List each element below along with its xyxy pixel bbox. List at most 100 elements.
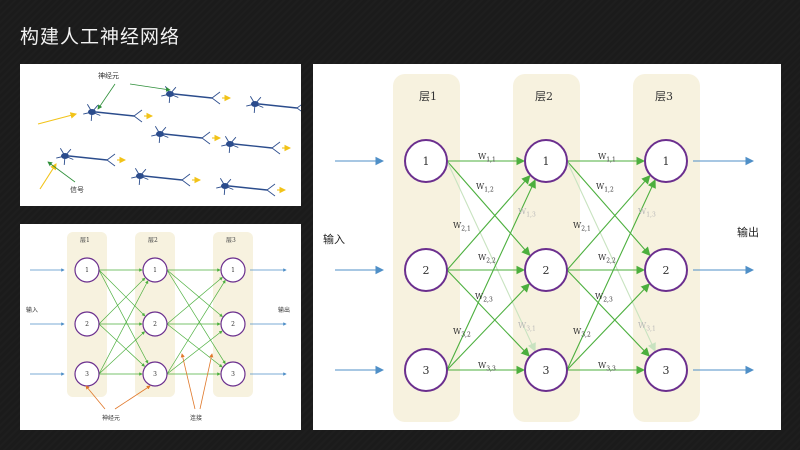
neuron-cell bbox=[131, 168, 202, 187]
large-network-diagram: 层1 层2 层3 输入 输出 W1,1 W1,2 W2,1 W2,2 W2,3 W3,2 W… bbox=[323, 74, 759, 422]
node-l1-1 bbox=[404, 139, 448, 183]
large-output-label: 输出 bbox=[737, 225, 759, 239]
connection-1-1-2 bbox=[98, 269, 146, 317]
connection-2-2-3 bbox=[566, 269, 650, 357]
small-layer-label-2: 层2 bbox=[148, 237, 158, 244]
small-layer-label-3: 层3 bbox=[226, 237, 236, 244]
node-label: 2 bbox=[85, 321, 89, 328]
axon-terminal bbox=[296, 104, 301, 109]
small-network-diagram: 层1 层2 层3 输入 输出 1 2 3 1 2 3 1 2 3 神经元 连接 bbox=[26, 232, 290, 422]
node-l1-3 bbox=[404, 348, 448, 392]
axon bbox=[95, 111, 135, 117]
connection-1-1-3 bbox=[98, 269, 149, 364]
weight-label-10: W1,1 bbox=[598, 152, 616, 164]
node-l1-1 bbox=[74, 257, 100, 283]
connection-2-3-1 bbox=[566, 179, 656, 371]
neuron-soma bbox=[221, 183, 229, 189]
weight-label-13: W2,2 bbox=[598, 253, 616, 265]
neuron-cell bbox=[216, 178, 287, 197]
large-layer-label-1: 层1 bbox=[419, 90, 437, 103]
connection-1-2-1 bbox=[98, 277, 146, 325]
neuron-soma bbox=[156, 131, 164, 137]
connection-2-1-3 bbox=[566, 160, 656, 352]
axon-terminal bbox=[133, 115, 143, 123]
node-label: 1 bbox=[85, 267, 89, 274]
neuron-soma bbox=[251, 101, 259, 107]
weight-label-3: W2,1 bbox=[453, 221, 471, 233]
connection-1-3-1 bbox=[446, 179, 536, 371]
node-label: 2 bbox=[423, 264, 430, 277]
axon bbox=[163, 133, 203, 139]
small-layer-label-1: 层1 bbox=[80, 237, 90, 244]
connection-2-2-1 bbox=[166, 276, 223, 325]
axon-terminal bbox=[211, 97, 221, 105]
weight-label-12: W2,1 bbox=[573, 221, 591, 233]
weight-label-15: W3,2 bbox=[573, 327, 591, 339]
axon bbox=[258, 103, 298, 109]
node-l1-2 bbox=[74, 311, 100, 337]
small-input-label: 输入 bbox=[26, 306, 38, 314]
large-network-panel: 层1 层2 层3 输入 输出 W1,1 W1,2 W2,1 W2,2 W2,3 W3,2 W… bbox=[313, 64, 781, 430]
neuron-label: 神经元 bbox=[98, 71, 119, 80]
axon-terminal bbox=[271, 141, 281, 149]
node-label: 1 bbox=[543, 155, 550, 168]
axon-terminal bbox=[106, 159, 116, 167]
large-input-label: 输入 bbox=[323, 232, 345, 246]
axon-terminal bbox=[133, 109, 143, 117]
connection-1-1-2 bbox=[446, 160, 531, 257]
connection-2-2-1 bbox=[566, 174, 651, 271]
axon bbox=[233, 143, 273, 149]
weight-label-6: W3,2 bbox=[453, 327, 471, 339]
small-connection-annotation: 连接 bbox=[190, 414, 202, 422]
signal-arrow bbox=[37, 112, 78, 125]
neuron-soma bbox=[88, 109, 96, 115]
small-neuron-annotation: 神经元 bbox=[102, 414, 120, 422]
node-label: 1 bbox=[153, 267, 157, 274]
node-label: 1 bbox=[231, 267, 235, 274]
signal-arrow bbox=[39, 163, 57, 190]
axon-terminal bbox=[271, 147, 281, 155]
node-label: 1 bbox=[663, 155, 670, 168]
connection-2-2-3 bbox=[166, 323, 223, 368]
node-l3-3 bbox=[644, 348, 688, 392]
node-l2-2 bbox=[142, 311, 168, 337]
node-label: 2 bbox=[231, 321, 235, 328]
biological-neurons-panel: 神经元 信号 bbox=[20, 64, 301, 206]
neuron-soma bbox=[61, 153, 69, 159]
neuron-cell bbox=[56, 148, 127, 167]
node-l2-1 bbox=[142, 257, 168, 283]
neuron-cell bbox=[246, 96, 301, 114]
weight-label-5: W2,3 bbox=[475, 292, 493, 304]
large-layer-label-2: 层2 bbox=[535, 90, 553, 103]
neuron-cell bbox=[151, 126, 222, 145]
connection-1-3-2 bbox=[98, 331, 146, 375]
weight-label-7: W3,3 bbox=[478, 361, 496, 373]
node-label: 3 bbox=[153, 371, 157, 378]
neuron-soma bbox=[226, 141, 234, 147]
axon-terminal bbox=[181, 173, 191, 181]
connection-2-3-1 bbox=[166, 279, 226, 375]
weight-label-17: W1,3 bbox=[638, 207, 656, 219]
node-label: 2 bbox=[543, 264, 550, 277]
node-label: 2 bbox=[663, 264, 670, 277]
connection-1-2-3 bbox=[446, 269, 530, 357]
node-l2-3 bbox=[142, 361, 168, 387]
node-l2-2 bbox=[524, 248, 568, 292]
node-label: 3 bbox=[423, 364, 430, 377]
axon-terminal bbox=[266, 183, 276, 191]
axon-terminal bbox=[201, 137, 211, 145]
axon-terminal bbox=[106, 153, 116, 161]
axon-terminal bbox=[296, 107, 301, 112]
node-label: 3 bbox=[663, 364, 670, 377]
node-l2-1 bbox=[524, 139, 568, 183]
small-network-panel: 层1 层2 层3 输入 输出 1 2 3 1 2 3 1 2 3 神经元 连接 bbox=[20, 224, 301, 430]
small-output-label: 输出 bbox=[278, 306, 290, 314]
axon bbox=[228, 185, 268, 191]
node-label: 3 bbox=[543, 364, 550, 377]
node-label: 3 bbox=[231, 371, 235, 378]
connection-1-2-3 bbox=[98, 323, 146, 367]
weight-label-11: W1,2 bbox=[596, 182, 614, 194]
node-l2-3 bbox=[524, 348, 568, 392]
slide-title: 构建人工神经网络 bbox=[20, 26, 181, 48]
connection-2-1-3 bbox=[166, 269, 226, 365]
